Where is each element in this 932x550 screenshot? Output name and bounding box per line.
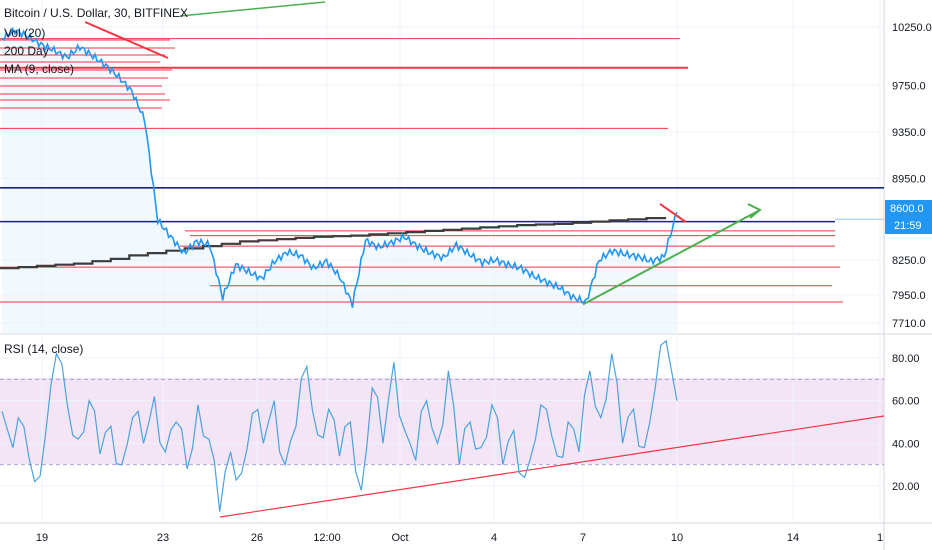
rsi-series-line — [1, 339, 678, 512]
rsi-line — [1, 339, 678, 512]
x-tick-label: 23 — [157, 532, 169, 544]
x-tick-label: 7 — [580, 532, 586, 544]
rsi-legend[interactable]: RSI (14, close) — [4, 342, 83, 356]
rsi-tick-label: 20.00 — [892, 481, 920, 493]
rsi-support-trendline — [219, 415, 885, 518]
x-tick-label: 10 — [671, 532, 683, 544]
countdown-timer: 21:59 — [894, 220, 922, 232]
ma200-legend[interactable]: 200 Day — [4, 44, 49, 58]
rsi-tick-label: 40.00 — [892, 438, 920, 450]
x-tick-label: 14 — [787, 532, 799, 544]
x-tick-label: 1 — [877, 532, 883, 544]
price-area — [2, 28, 677, 335]
x-tick-label: 26 — [251, 532, 263, 544]
rsi-tick-label: 80.00 — [892, 353, 920, 365]
price-line — [1, 26, 678, 308]
y-tick-label: 8950.0 — [892, 173, 926, 185]
volume-legend[interactable]: Vol (20) — [4, 26, 45, 40]
horizontal-levels — [0, 38, 884, 303]
y-tick-label: 7950.0 — [892, 290, 926, 302]
y-tick-label: 9750.0 — [892, 80, 926, 92]
y-tick-label: 7710.0 — [892, 318, 926, 330]
ma9-line — [0, 217, 667, 270]
price-axis-ticks: 10250.0 9750.0 9350.0 8950.0 8250.0 7950.0 771… — [892, 22, 932, 330]
current-price-value: 8600.0 — [890, 203, 924, 215]
rsi-band — [0, 378, 884, 464]
green-topleft-line — [179, 1, 326, 17]
y-tick-label: 10250.0 — [892, 22, 932, 34]
price-area-fill — [2, 28, 677, 335]
ma-line — [0, 217, 667, 270]
symbol-legend[interactable]: Bitcoin / U.S. Dollar, 30, BITFINEX — [4, 6, 188, 20]
close-line — [1, 26, 678, 308]
green-trendline-arrow — [747, 203, 762, 219]
trendlines — [84, 1, 885, 518]
green-trendline — [582, 209, 761, 306]
x-tick-label: 12:00 — [313, 532, 341, 544]
rsi-axis-ticks: 80.00 60.00 40.00 20.00 — [892, 353, 920, 493]
y-tick-label: 9350.0 — [892, 127, 926, 139]
time-axis-ticks: 19 23 26 12:00 Oct 4 7 10 14 1 — [36, 532, 883, 544]
x-tick-label: Oct — [391, 532, 408, 544]
red-short-trendline — [659, 203, 687, 223]
x-tick-label: 19 — [36, 532, 48, 544]
current-price-label — [885, 200, 932, 234]
ma9-legend[interactable]: MA (9, close) — [4, 62, 74, 76]
red-downtrend-line — [84, 21, 169, 59]
y-tick-label: 8250.0 — [892, 255, 926, 267]
x-tick-label: 4 — [491, 532, 497, 544]
rsi-tick-label: 60.00 — [892, 396, 920, 408]
